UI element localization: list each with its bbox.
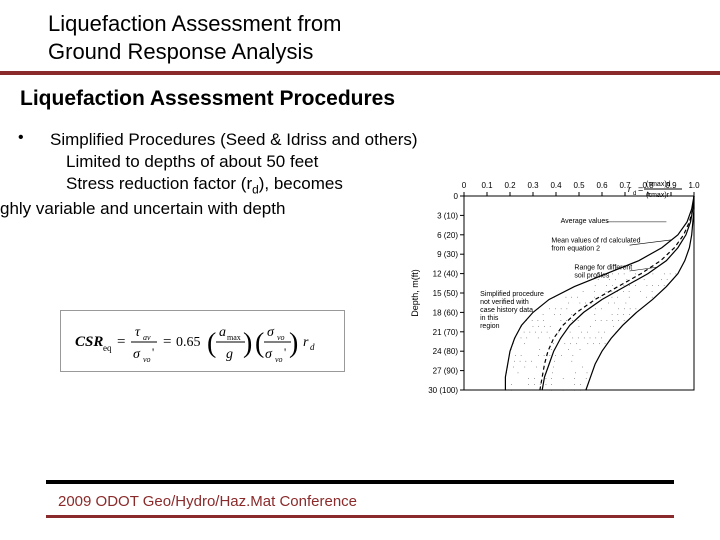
- svg-text:region: region: [480, 323, 500, 330]
- svg-text:6 (20): 6 (20): [437, 231, 458, 240]
- svg-text:0.6: 0.6: [596, 181, 608, 190]
- svg-text:': ': [152, 345, 154, 359]
- svg-text:d: d: [633, 191, 636, 197]
- svg-text:from equation 2: from equation 2: [551, 246, 600, 253]
- svg-text:Mean values of rd calculated: Mean values of rd calculated: [551, 238, 640, 245]
- bullet-text: Simplified Procedures (Seed & Idriss and…: [50, 129, 418, 151]
- svg-text:σ: σ: [133, 347, 141, 362]
- svg-text:in this: in this: [480, 315, 499, 322]
- svg-text:a: a: [219, 325, 226, 340]
- svg-text:vo: vo: [277, 333, 285, 342]
- svg-text:0.1: 0.1: [481, 181, 493, 190]
- slide-subtitle: Liquefaction Assessment Procedures: [0, 75, 720, 111]
- bullet-marker: •: [18, 129, 50, 147]
- svg-text:g: g: [226, 347, 233, 362]
- svg-text:0: 0: [462, 181, 467, 190]
- svg-text:=: =: [163, 334, 171, 350]
- svg-text:eq: eq: [103, 343, 112, 353]
- svg-text:15 (50): 15 (50): [433, 289, 459, 298]
- svg-text:(τmax)r: (τmax)r: [646, 192, 670, 199]
- svg-text:(: (: [255, 328, 264, 359]
- svg-text:vo: vo: [143, 355, 151, 364]
- svg-text:Range for different: Range for different: [574, 265, 632, 272]
- svg-text:30 (100): 30 (100): [428, 386, 458, 395]
- svg-text:max: max: [227, 333, 241, 342]
- svg-text:0.4: 0.4: [550, 181, 562, 190]
- svg-text:0.3: 0.3: [527, 181, 539, 190]
- slide: Liquefaction Assessment from Ground Resp…: [0, 0, 720, 540]
- slide-title: Liquefaction Assessment from Ground Resp…: [0, 0, 720, 69]
- chart-svg: 00.10.20.30.40.50.60.70.80.91.003 (10)6 …: [406, 168, 702, 400]
- title-line-2: Ground Response Analysis: [48, 39, 313, 64]
- svg-text:case history data: case history data: [480, 307, 533, 314]
- svg-text:soil profiles: soil profiles: [574, 273, 610, 280]
- svg-text:r: r: [303, 335, 309, 350]
- svg-text:av: av: [143, 333, 151, 342]
- svg-text:Average values: Average values: [561, 218, 610, 225]
- svg-text:18 (60): 18 (60): [433, 308, 459, 317]
- svg-text:Simplified procedure: Simplified procedure: [480, 291, 544, 298]
- bullet-row: • Simplified Procedures (Seed & Idriss a…: [0, 129, 720, 151]
- svg-text:CSR: CSR: [75, 334, 103, 350]
- svg-text:Depth, m(ft): Depth, m(ft): [410, 269, 420, 317]
- svg-text:0.65: 0.65: [176, 335, 201, 350]
- svg-text:9 (30): 9 (30): [437, 250, 458, 259]
- svg-text:0.5: 0.5: [573, 181, 585, 190]
- title-line-1: Liquefaction Assessment from: [48, 11, 341, 36]
- svg-text:r: r: [628, 184, 632, 194]
- svg-text:d: d: [310, 342, 315, 352]
- svg-text:=: =: [638, 184, 643, 194]
- svg-text:21 (70): 21 (70): [433, 328, 459, 337]
- svg-text:σ: σ: [265, 347, 273, 362]
- svg-text:27 (90): 27 (90): [433, 367, 459, 376]
- footer-text: 2009 ODOT Geo/Hydro/Haz.Mat Conference: [58, 493, 357, 510]
- svg-text:0: 0: [454, 192, 459, 201]
- svg-text:vo: vo: [275, 355, 283, 364]
- svg-text:3 (10): 3 (10): [437, 211, 458, 220]
- svg-text:=: =: [117, 334, 125, 350]
- rd-depth-chart: 00.10.20.30.40.50.60.70.80.91.003 (10)6 …: [406, 168, 702, 400]
- svg-text:(: (: [207, 328, 216, 359]
- svg-text:): ): [289, 328, 298, 359]
- svg-text:24 (80): 24 (80): [433, 347, 459, 356]
- svg-text:12 (40): 12 (40): [433, 270, 459, 279]
- svg-text:σ: σ: [267, 325, 275, 340]
- svg-text:1.0: 1.0: [688, 181, 700, 190]
- svg-text:': ': [284, 345, 286, 359]
- svg-text:(τmax)d: (τmax)d: [646, 181, 671, 188]
- footer-rule-top: [46, 480, 674, 484]
- equation-svg: CSR eq = τ av σ vo ' = 0.65 ( a max g ): [73, 316, 333, 366]
- svg-text:τ: τ: [135, 325, 141, 340]
- footer-rule-bottom: [46, 515, 674, 518]
- svg-text:0.2: 0.2: [504, 181, 516, 190]
- svg-text:): ): [243, 328, 252, 359]
- csr-equation: CSR eq = τ av σ vo ' = 0.65 ( a max g ): [60, 310, 345, 372]
- svg-text:not verified with: not verified with: [480, 299, 529, 306]
